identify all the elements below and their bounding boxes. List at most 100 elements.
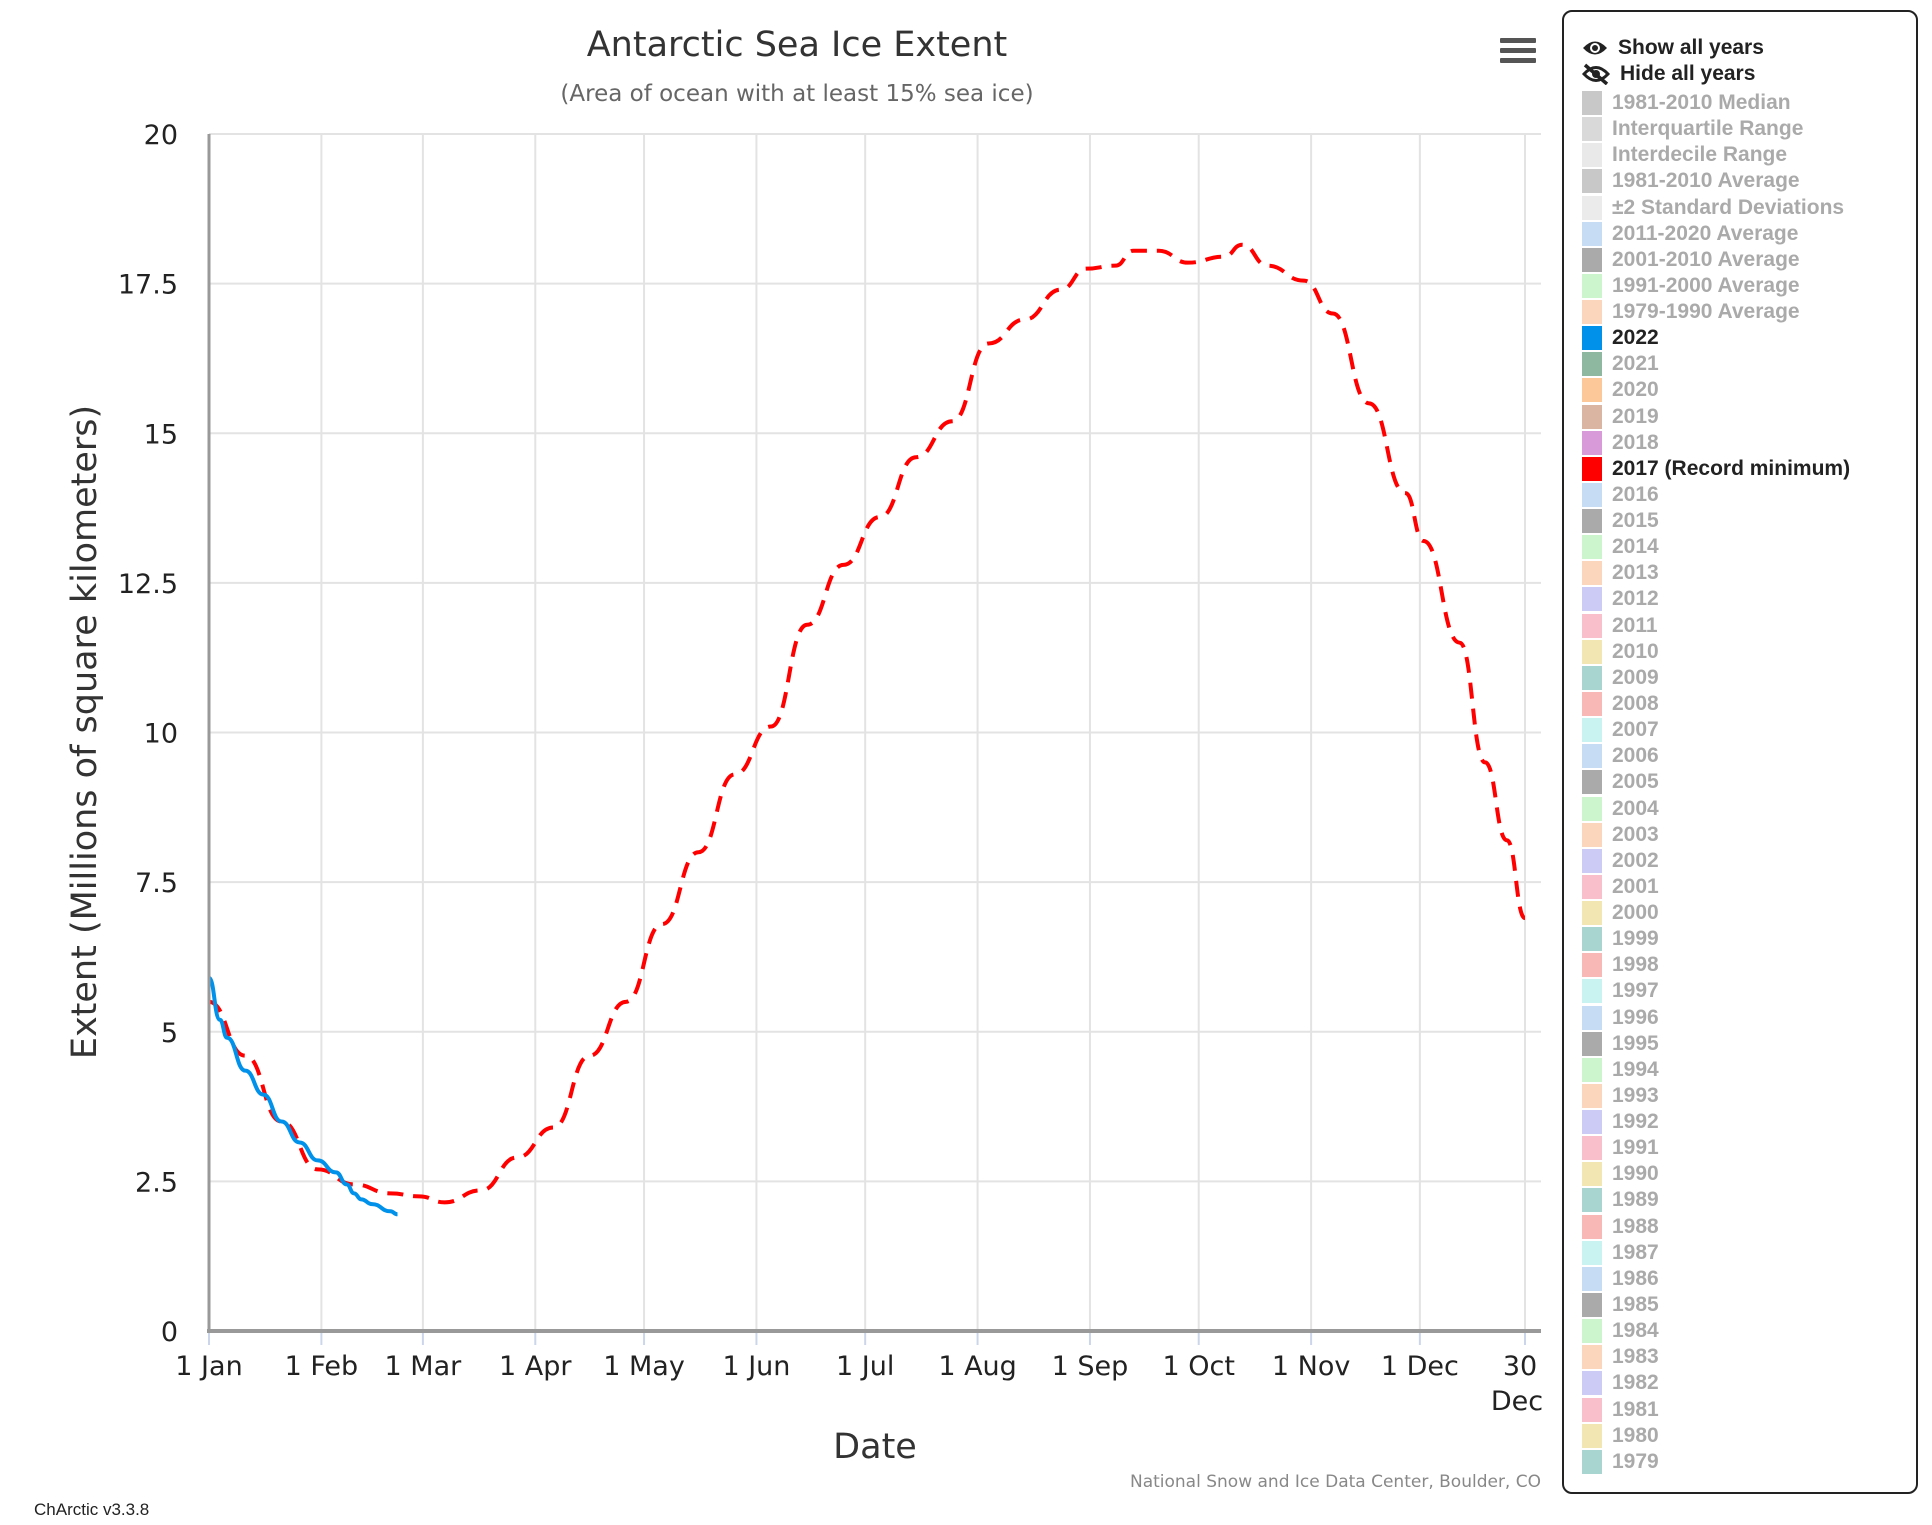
legend-item[interactable]: 2000 [1582, 900, 1659, 926]
legend-item[interactable]: 1985 [1582, 1292, 1659, 1318]
legend-item[interactable]: 2018 [1582, 430, 1659, 456]
legend-swatch [1582, 509, 1602, 534]
legend-swatch [1582, 482, 1602, 507]
legend-item[interactable]: 2007 [1582, 717, 1659, 743]
legend-item[interactable]: 1982 [1582, 1370, 1659, 1396]
legend-item[interactable]: 1998 [1582, 952, 1659, 978]
legend-swatch [1582, 352, 1602, 377]
legend-item[interactable]: 1980 [1582, 1423, 1659, 1449]
y-tick-label: 20 [144, 120, 178, 151]
legend-label: 2008 [1612, 691, 1659, 715]
legend-item[interactable]: 1983 [1582, 1344, 1659, 1370]
show-all-years-button[interactable]: Show all years [1582, 36, 1764, 60]
legend-swatch [1582, 1214, 1602, 1239]
legend-item[interactable]: 2009 [1582, 665, 1659, 691]
legend-item[interactable]: 1991 [1582, 1135, 1659, 1161]
legend-label: 2019 [1612, 404, 1659, 428]
legend-item[interactable]: 1999 [1582, 926, 1659, 952]
legend-swatch [1582, 1345, 1602, 1370]
legend-item[interactable]: Interdecile Range [1582, 142, 1787, 168]
y-tick-label: 2.5 [135, 1167, 178, 1198]
legend-item[interactable]: 2011 [1582, 613, 1658, 639]
legend-item[interactable]: 1979-1990 Average [1582, 299, 1800, 325]
legend-item[interactable]: 1997 [1582, 978, 1659, 1004]
legend-item[interactable]: 2019 [1582, 404, 1659, 430]
legend-swatch [1582, 326, 1602, 351]
legend-item[interactable]: 2012 [1582, 586, 1659, 612]
x-tick-label: 1 May [603, 1351, 685, 1382]
legend-swatch [1582, 822, 1602, 847]
legend-swatch [1582, 1005, 1602, 1030]
hide-all-years-button[interactable]: Hide all years [1582, 62, 1755, 86]
chart-subtitle: (Area of ocean with at least 15% sea ice… [560, 81, 1033, 107]
legend-item[interactable]: 1991-2000 Average [1582, 273, 1800, 299]
legend-item[interactable]: 1992 [1582, 1109, 1659, 1135]
legend-swatch [1582, 273, 1602, 298]
legend-label: 2006 [1612, 744, 1659, 768]
legend-swatch [1582, 143, 1602, 168]
legend-item[interactable]: 2001-2010 Average [1582, 247, 1800, 273]
legend-swatch [1582, 1423, 1602, 1448]
legend-label: 2016 [1612, 482, 1659, 506]
legend-item[interactable]: 2015 [1582, 508, 1659, 534]
x-tick-label-line2: Dec [1491, 1386, 1543, 1417]
legend-item[interactable]: 2001 [1582, 874, 1659, 900]
legend-item[interactable]: 1981-2010 Median [1582, 90, 1791, 116]
legend-item[interactable]: 2008 [1582, 691, 1659, 717]
legend-item[interactable]: 1995 [1582, 1031, 1659, 1057]
legend-item[interactable]: 1988 [1582, 1214, 1659, 1240]
legend-item[interactable]: 1979 [1582, 1449, 1659, 1475]
hamburger-menu-icon[interactable] [1500, 38, 1536, 70]
legend-label: 2009 [1612, 665, 1659, 689]
legend-label: 1998 [1612, 953, 1659, 977]
legend-item[interactable]: 2014 [1582, 534, 1659, 560]
y-tick-label: 15 [144, 419, 178, 450]
legend-label: 1979 [1612, 1449, 1659, 1473]
legend: Show all years Hide all years 1981-2010 … [1562, 10, 1918, 1494]
legend-swatch [1582, 456, 1602, 481]
legend-item[interactable]: 1996 [1582, 1005, 1659, 1031]
x-tick-label: 1 Feb [285, 1351, 359, 1382]
legend-item[interactable]: 2004 [1582, 796, 1659, 822]
legend-label: 1981-2010 Average [1612, 169, 1800, 193]
legend-item[interactable]: 2005 [1582, 769, 1659, 795]
legend-item[interactable]: 1984 [1582, 1318, 1659, 1344]
eye-icon [1583, 41, 1607, 55]
legend-item[interactable]: 2016 [1582, 482, 1659, 508]
legend-item[interactable]: 2020 [1582, 377, 1659, 403]
legend-item[interactable]: 1981-2010 Average [1582, 168, 1800, 194]
legend-item[interactable]: 2021 [1582, 351, 1659, 377]
x-tick-label: 1 Sep [1052, 1351, 1129, 1382]
legend-item[interactable]: 1987 [1582, 1240, 1659, 1266]
legend-item[interactable]: 2017 (Record minimum) [1582, 456, 1850, 482]
legend-swatch [1582, 953, 1602, 978]
legend-swatch [1582, 1397, 1602, 1422]
legend-swatch [1582, 378, 1602, 403]
legend-item[interactable]: 2003 [1582, 822, 1659, 848]
legend-item[interactable]: 2013 [1582, 560, 1659, 586]
legend-item[interactable]: 1994 [1582, 1057, 1659, 1083]
legend-item[interactable]: 1993 [1582, 1083, 1659, 1109]
legend-label: 2013 [1612, 561, 1659, 585]
y-tick-label: 12.5 [118, 569, 178, 600]
legend-label: 1987 [1612, 1240, 1659, 1264]
legend-item[interactable]: 1986 [1582, 1266, 1659, 1292]
legend-item[interactable]: 1981 [1582, 1397, 1659, 1423]
legend-item[interactable]: 2002 [1582, 848, 1659, 874]
series-line-2017 [208, 242, 1527, 1205]
legend-label: 1989 [1612, 1188, 1659, 1212]
legend-swatch [1582, 1031, 1602, 1056]
legend-item[interactable]: 2022 [1582, 325, 1659, 351]
legend-label: 2005 [1612, 770, 1659, 794]
legend-item[interactable]: 2011-2020 Average [1582, 221, 1798, 247]
legend-item[interactable]: 2010 [1582, 639, 1659, 665]
y-tick-label: 5 [161, 1018, 178, 1049]
legend-label: 1986 [1612, 1266, 1659, 1290]
x-tick-label: 1 Nov [1272, 1351, 1350, 1382]
legend-item[interactable]: 2006 [1582, 743, 1659, 769]
legend-label: 1990 [1612, 1162, 1659, 1186]
legend-item[interactable]: ±2 Standard Deviations [1582, 195, 1844, 221]
legend-item[interactable]: Interquartile Range [1582, 116, 1803, 142]
legend-item[interactable]: 1989 [1582, 1187, 1659, 1213]
legend-item[interactable]: 1990 [1582, 1161, 1659, 1187]
